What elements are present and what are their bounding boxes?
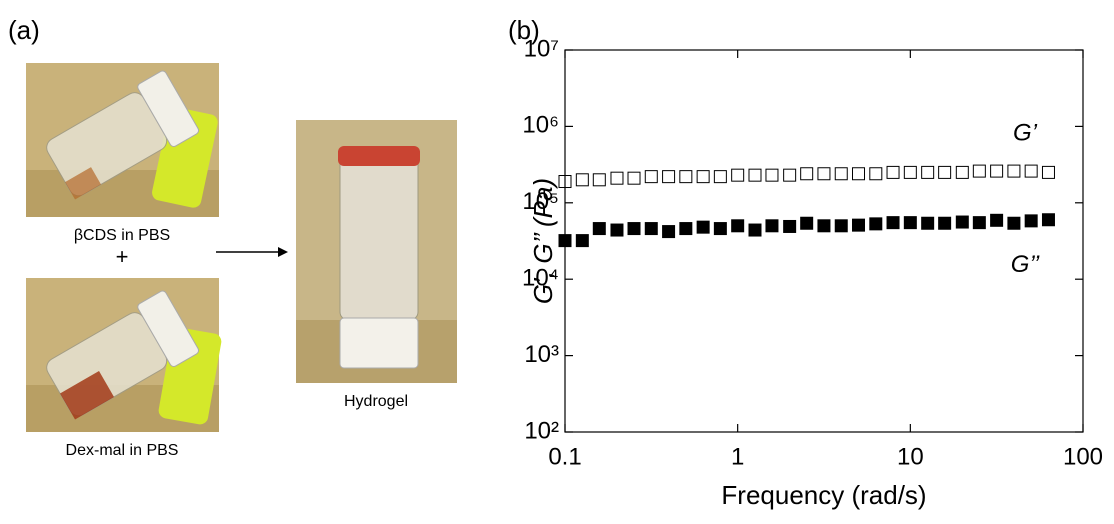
data-point [644, 170, 658, 184]
data-point [592, 222, 606, 236]
data-point [800, 216, 814, 230]
y-tick-label: 10³ [524, 341, 559, 368]
data-point [575, 173, 589, 187]
data-point [903, 216, 917, 230]
data-point [731, 168, 745, 182]
x-tick-label: 100 [1063, 443, 1103, 470]
y-tick-label: 10⁷ [524, 35, 559, 62]
data-point [834, 219, 848, 233]
y-tick-label: 10⁴ [522, 265, 559, 292]
data-point [627, 171, 641, 185]
data-point [748, 223, 762, 237]
data-point [886, 165, 900, 179]
data-point [713, 222, 727, 236]
data-point [627, 222, 641, 236]
data-point [869, 217, 883, 231]
data-point [817, 219, 831, 233]
y-tick-label: 10⁵ [522, 188, 559, 215]
caption: Dex-mal in PBS [66, 442, 179, 459]
data-point [783, 219, 797, 233]
data-point [679, 222, 693, 236]
data-point [800, 167, 814, 181]
data-point [575, 234, 589, 248]
data-point [696, 220, 710, 234]
photo [26, 63, 219, 217]
data-point [558, 234, 572, 248]
x-tick-label: 1 [731, 443, 744, 470]
data-point [852, 218, 866, 232]
data-point [869, 167, 883, 181]
data-point [592, 173, 606, 187]
x-tick-label: 10 [897, 443, 924, 470]
series-annotation: G’’ [1011, 251, 1040, 278]
data-point [765, 168, 779, 182]
data-point [972, 164, 986, 178]
data-point [731, 219, 745, 233]
data-point [662, 225, 676, 239]
data-point [886, 216, 900, 230]
y-tick-label: 10⁶ [522, 112, 559, 139]
data-point [972, 216, 986, 230]
data-point [938, 165, 952, 179]
plot-frame [564, 49, 1084, 433]
data-point [644, 222, 658, 236]
data-point [1041, 165, 1055, 179]
y-axis-label: G’, G’’ (Pa) [528, 178, 558, 304]
data-point [990, 213, 1004, 227]
data-point [990, 164, 1004, 178]
data-point [1041, 213, 1055, 227]
data-point [713, 170, 727, 184]
data-point [610, 223, 624, 237]
panel-label: (a) [8, 15, 40, 45]
data-point [852, 167, 866, 181]
series-annotation: G’ [1013, 120, 1038, 147]
panel-label: (b) [508, 15, 540, 45]
x-tick-label: 0.1 [548, 443, 581, 470]
data-point [696, 170, 710, 184]
y-tick-label: 10² [524, 417, 559, 444]
caption: βCDS in PBS [74, 227, 170, 244]
data-point [921, 165, 935, 179]
data-point [921, 216, 935, 230]
data-point [662, 170, 676, 184]
photo [296, 120, 457, 383]
data-point [938, 216, 952, 230]
data-point [955, 165, 969, 179]
data-point [817, 167, 831, 181]
data-point [1007, 164, 1021, 178]
caption: Hydrogel [344, 393, 408, 410]
data-point [955, 215, 969, 229]
data-point [765, 219, 779, 233]
data-point [610, 171, 624, 185]
data-point [1024, 164, 1038, 178]
data-point [748, 168, 762, 182]
photo [26, 278, 222, 432]
data-point [558, 175, 572, 189]
data-point [1024, 214, 1038, 228]
arrowhead [278, 247, 288, 257]
data-point [903, 165, 917, 179]
x-axis-label: Frequency (rad/s) [721, 480, 926, 510]
data-point [679, 170, 693, 184]
plus-sign: + [116, 244, 129, 269]
data-point [834, 167, 848, 181]
data-point [1007, 216, 1021, 230]
data-point [783, 168, 797, 182]
